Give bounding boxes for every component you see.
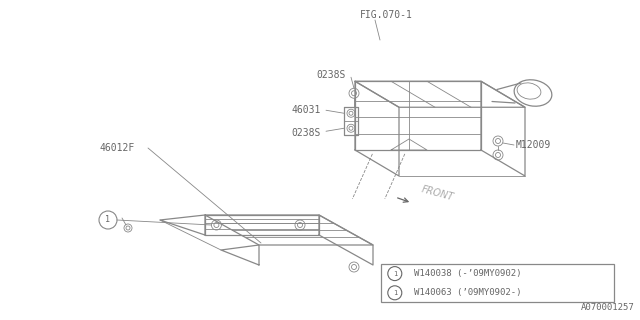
Text: 1: 1: [106, 215, 111, 225]
Text: A070001257: A070001257: [581, 303, 635, 312]
Text: M12009: M12009: [516, 140, 551, 150]
Text: 1: 1: [393, 290, 397, 296]
Text: FIG.070-1: FIG.070-1: [360, 10, 413, 20]
Text: 0238S: 0238S: [316, 70, 346, 80]
Text: W140063 (’09MY0902-): W140063 (’09MY0902-): [414, 288, 522, 297]
Text: 46031: 46031: [291, 105, 321, 115]
Text: W140038 (-’09MY0902): W140038 (-’09MY0902): [414, 269, 522, 278]
Text: 1: 1: [393, 271, 397, 276]
Text: FRONT: FRONT: [420, 184, 454, 202]
FancyBboxPatch shape: [381, 264, 614, 302]
Text: 46012F: 46012F: [100, 143, 135, 153]
Text: 0238S: 0238S: [291, 128, 321, 138]
